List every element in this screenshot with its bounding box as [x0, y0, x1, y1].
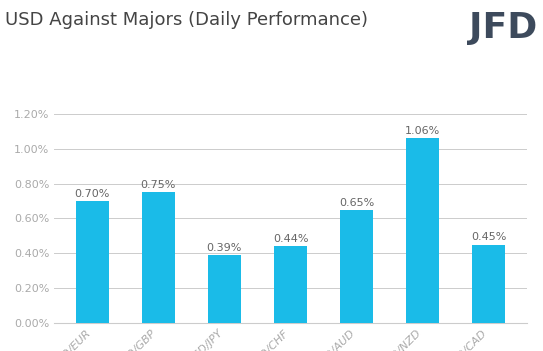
Bar: [406, 138, 439, 323]
Text: 0.45%: 0.45%: [471, 232, 507, 243]
Bar: [274, 246, 307, 323]
Text: JFD: JFD: [469, 11, 538, 45]
Text: 0.44%: 0.44%: [273, 234, 308, 244]
Text: USD Against Majors (Daily Performance): USD Against Majors (Daily Performance): [5, 11, 369, 28]
Text: 0.70%: 0.70%: [74, 189, 110, 199]
Bar: [76, 201, 109, 323]
Text: 0.65%: 0.65%: [339, 198, 374, 208]
Text: 0.39%: 0.39%: [207, 243, 242, 253]
Bar: [340, 210, 373, 323]
Bar: [208, 255, 241, 323]
Text: 0.75%: 0.75%: [141, 180, 176, 190]
Bar: [142, 192, 175, 323]
Bar: [472, 245, 505, 323]
Text: 1.06%: 1.06%: [405, 126, 440, 136]
